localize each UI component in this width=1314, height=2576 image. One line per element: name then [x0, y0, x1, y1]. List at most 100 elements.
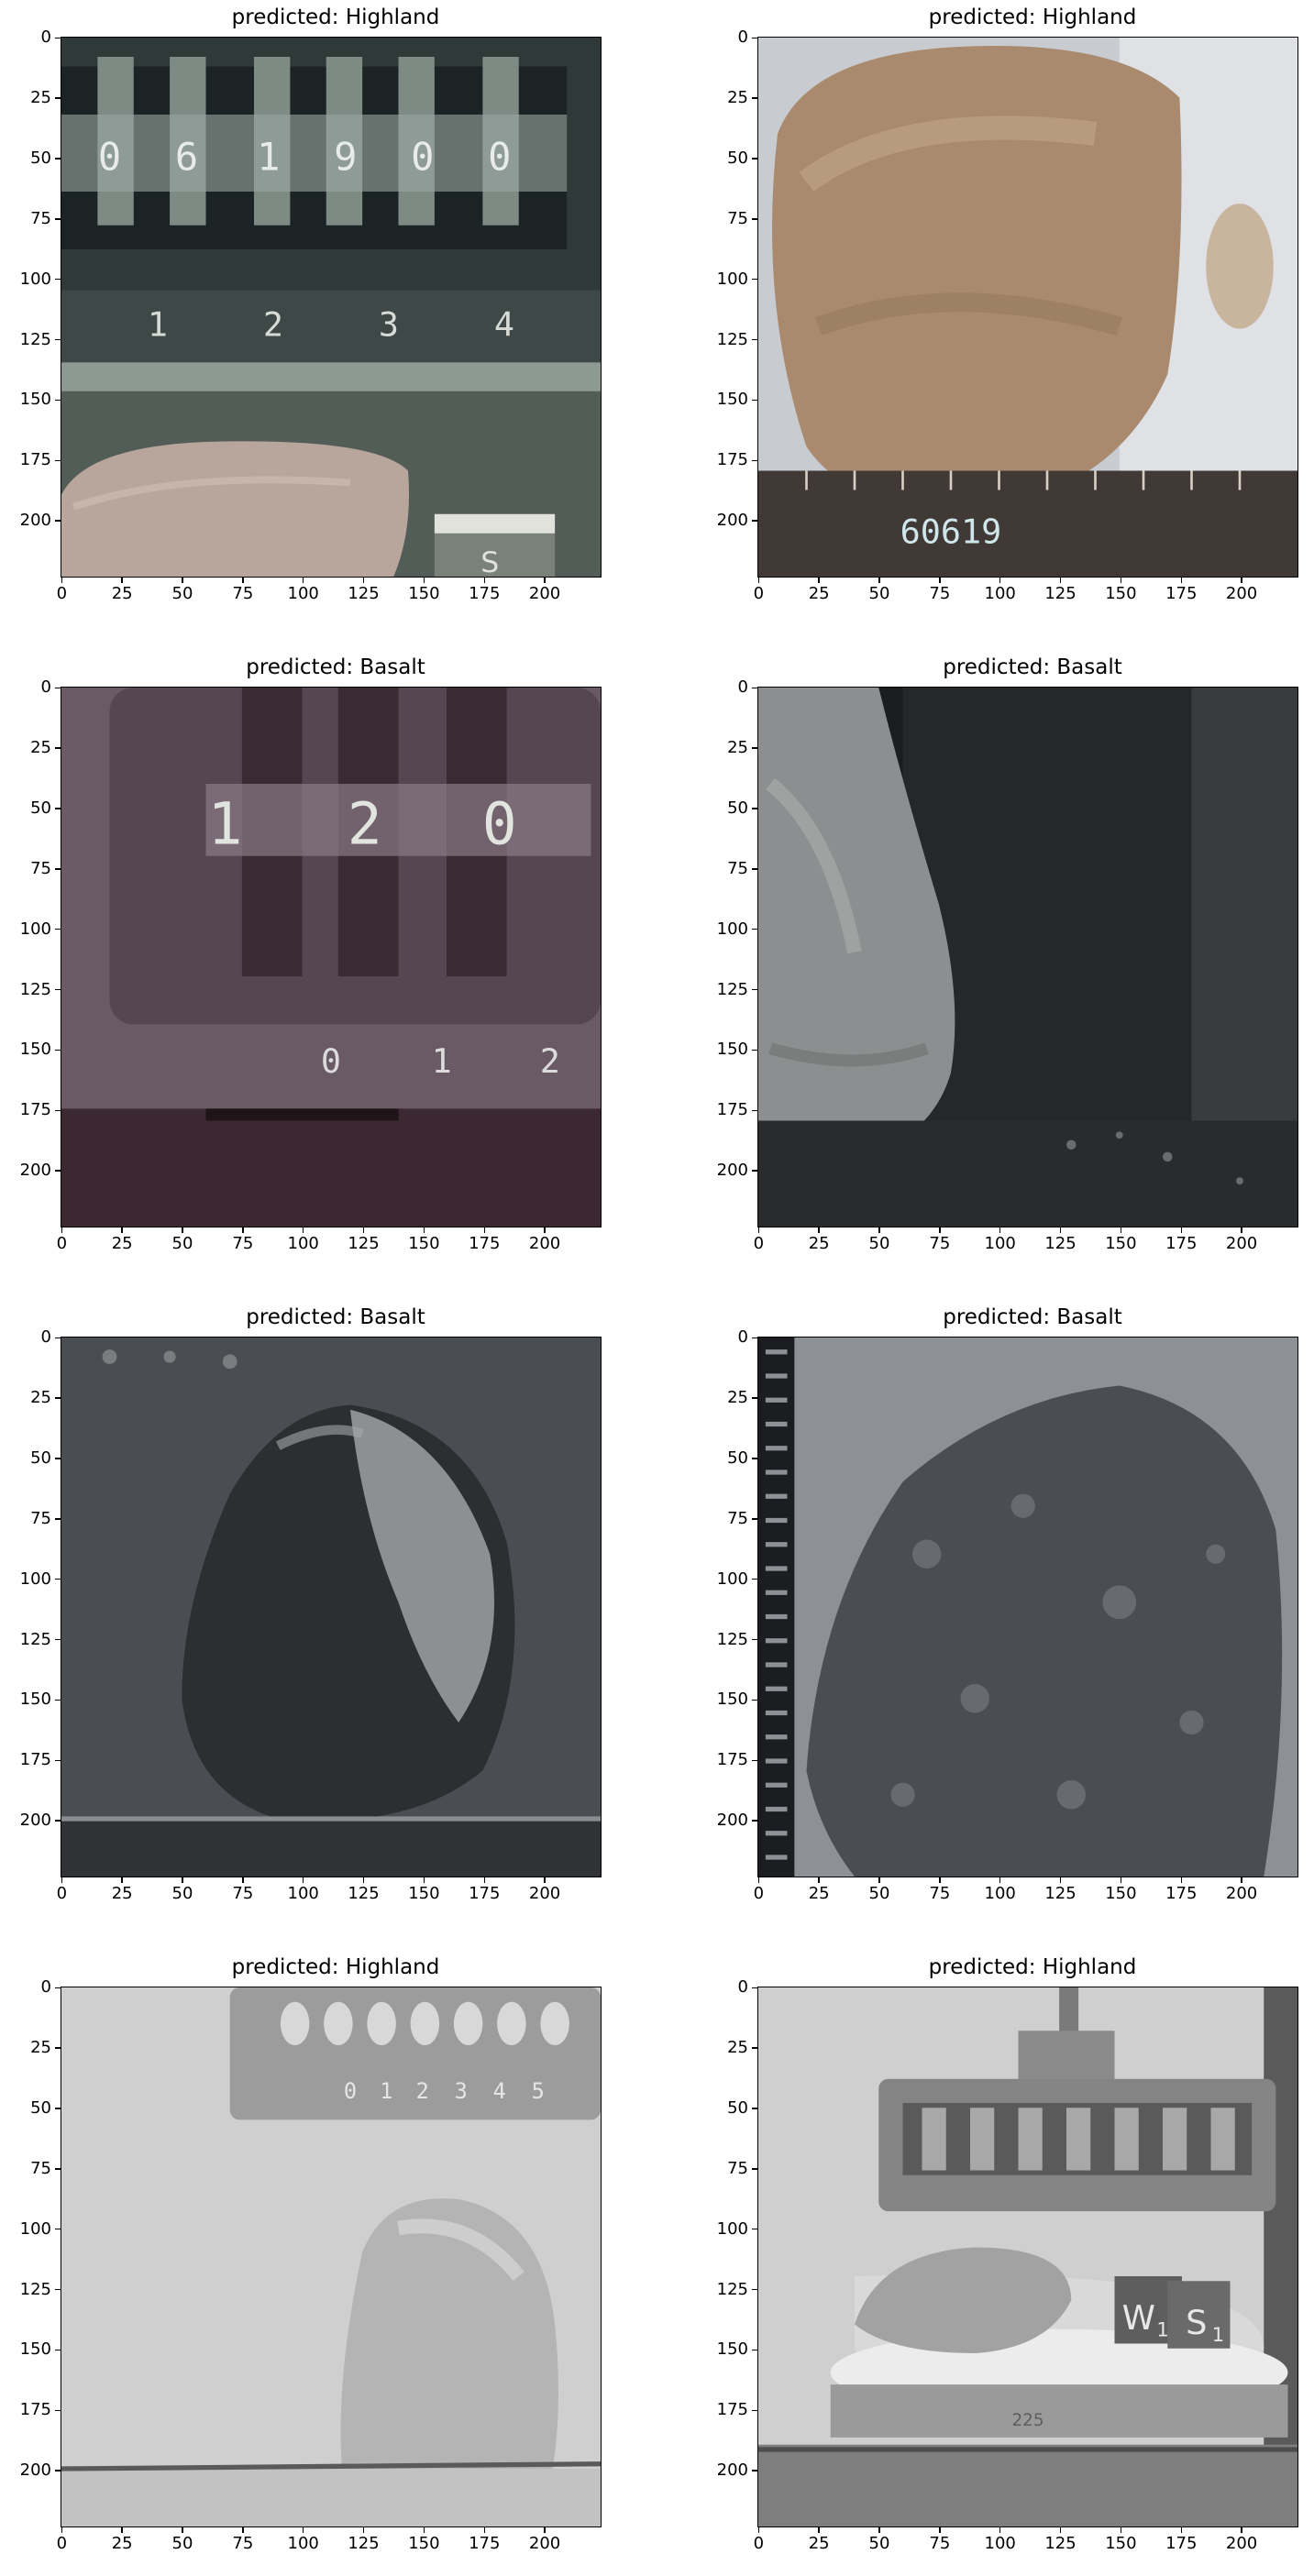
x-tick — [423, 2527, 425, 2533]
y-tick — [55, 520, 61, 522]
x-tick — [182, 1227, 183, 1233]
y-tick — [55, 399, 61, 402]
x-tick-label: 50 — [171, 2534, 193, 2553]
y-tick — [752, 1759, 757, 1761]
y-tick — [752, 520, 757, 522]
image-frame: 0 6 1 9 0 0 1 2 3 4 — [61, 37, 602, 578]
y-tick-label: 200 — [19, 1811, 51, 1831]
y-tick-label: 175 — [716, 1100, 748, 1120]
y-tick — [752, 747, 757, 749]
x-tick-label: 100 — [287, 2534, 319, 2553]
y-tick-label: 25 — [30, 2038, 51, 2058]
x-tick-label: 75 — [929, 1234, 951, 1253]
x-tick — [1120, 1227, 1122, 1233]
y-tick-label: 125 — [716, 979, 748, 999]
counter-120-icon: 1 2 0 0 1 2 — [61, 688, 601, 1227]
y-tick-label: 125 — [19, 2279, 51, 2299]
svg-text:1: 1 — [208, 791, 243, 858]
panel-1: predicted: Highland 0 6 1 9 0 0 — [20, 4, 611, 603]
svg-text:S: S — [480, 546, 499, 577]
x-tick-label: 75 — [929, 1884, 951, 1903]
x-tick-label: 200 — [528, 1884, 561, 1903]
x-tick-label: 50 — [171, 584, 193, 603]
panel-title: predicted: Highland — [928, 6, 1137, 29]
y-tick — [55, 1337, 61, 1339]
y-tick — [752, 2047, 757, 2049]
x-tick-label: 200 — [1225, 2534, 1258, 2553]
x-tick — [362, 2527, 365, 2533]
svg-text:6: 6 — [175, 134, 198, 179]
x-tick-label: 175 — [1165, 1884, 1198, 1903]
svg-text:S: S — [1186, 2303, 1207, 2342]
y-tick — [55, 1987, 61, 1989]
y-tick-label: 200 — [19, 2460, 51, 2481]
y-tick — [752, 2228, 757, 2230]
svg-text:5: 5 — [532, 2078, 545, 2104]
x-tick — [423, 578, 425, 583]
x-tick — [483, 578, 485, 583]
y-tick-label: 200 — [716, 1811, 748, 1831]
y-tick-label: 25 — [30, 1388, 51, 1408]
y-tick-label: 125 — [19, 329, 51, 349]
x-tick-label: 0 — [56, 584, 68, 603]
y-tick-label: 100 — [716, 919, 748, 939]
y-tick-label: 25 — [727, 738, 748, 758]
x-tick — [818, 2527, 820, 2533]
x-tick — [1059, 1877, 1062, 1883]
y-tick — [752, 2108, 757, 2109]
y-tick-label: 100 — [19, 2218, 51, 2239]
x-tick — [999, 1227, 1001, 1233]
x-tick-label: 150 — [1105, 2534, 1137, 2553]
dark-granular-rock-icon — [758, 1338, 1297, 1877]
x-tick-label: 25 — [808, 584, 830, 603]
x-tick — [1120, 2527, 1122, 2533]
x-tick — [121, 1227, 123, 1233]
y-tick-label: 175 — [716, 450, 748, 470]
panel-2: predicted: Highland 60619 0 25 5 — [717, 4, 1308, 603]
x-tick-label: 125 — [1044, 1884, 1077, 1903]
x-tick — [121, 1877, 123, 1883]
svg-text:0: 0 — [488, 134, 511, 179]
y-tick-label: 175 — [716, 1750, 748, 1770]
y-tick-label: 75 — [30, 858, 51, 878]
y-tick — [55, 1397, 61, 1399]
x-tick — [182, 1877, 183, 1883]
svg-text:0: 0 — [98, 134, 121, 179]
y-tick-label: 50 — [30, 1448, 51, 1468]
y-tick — [752, 1699, 757, 1701]
x-tick-label: 125 — [348, 1234, 380, 1253]
y-tick — [55, 218, 61, 220]
y-tick-label: 150 — [716, 2339, 748, 2360]
y-tick — [55, 1049, 61, 1051]
x-tick — [1059, 1227, 1062, 1233]
image-frame: 0 1 2 3 4 5 — [61, 1987, 602, 2527]
x-tick — [1241, 1877, 1242, 1883]
panel-5: predicted: Basalt 0 25 50 75 100 125 150 175 200… — [20, 1304, 611, 1903]
y-tick-label: 175 — [19, 450, 51, 470]
x-tick-label: 50 — [868, 1234, 890, 1253]
y-tick-label: 200 — [19, 511, 51, 531]
x-tick — [878, 1227, 880, 1233]
x-tick — [483, 1877, 485, 1883]
y-tick — [55, 928, 61, 930]
y-tick-label: 100 — [19, 269, 51, 289]
y-tick-label: 75 — [727, 208, 748, 228]
x-tick-label: 75 — [232, 1884, 254, 1903]
panel-4: predicted: Basalt 0 25 50 75 100 125 150 175 200… — [717, 654, 1308, 1253]
x-tick-label: 125 — [1044, 2534, 1077, 2553]
x-tick-label: 150 — [408, 1234, 440, 1253]
y-tick-label: 100 — [716, 269, 748, 289]
x-tick — [999, 578, 1001, 583]
x-tick-label: 200 — [528, 584, 561, 603]
panel-8: predicted: Highland — [717, 1954, 1308, 2553]
y-tick-label: 0 — [737, 1327, 748, 1348]
y-tick-label: 100 — [716, 2218, 748, 2239]
x-tick — [1180, 1877, 1182, 1883]
x-tick — [1241, 578, 1242, 583]
svg-text:1: 1 — [1156, 2319, 1168, 2341]
y-tick — [752, 1458, 757, 1459]
y-tick-label: 25 — [30, 88, 51, 108]
x-tick — [939, 2527, 941, 2533]
x-tick-label: 125 — [348, 2534, 380, 2553]
x-tick — [757, 1227, 760, 1233]
